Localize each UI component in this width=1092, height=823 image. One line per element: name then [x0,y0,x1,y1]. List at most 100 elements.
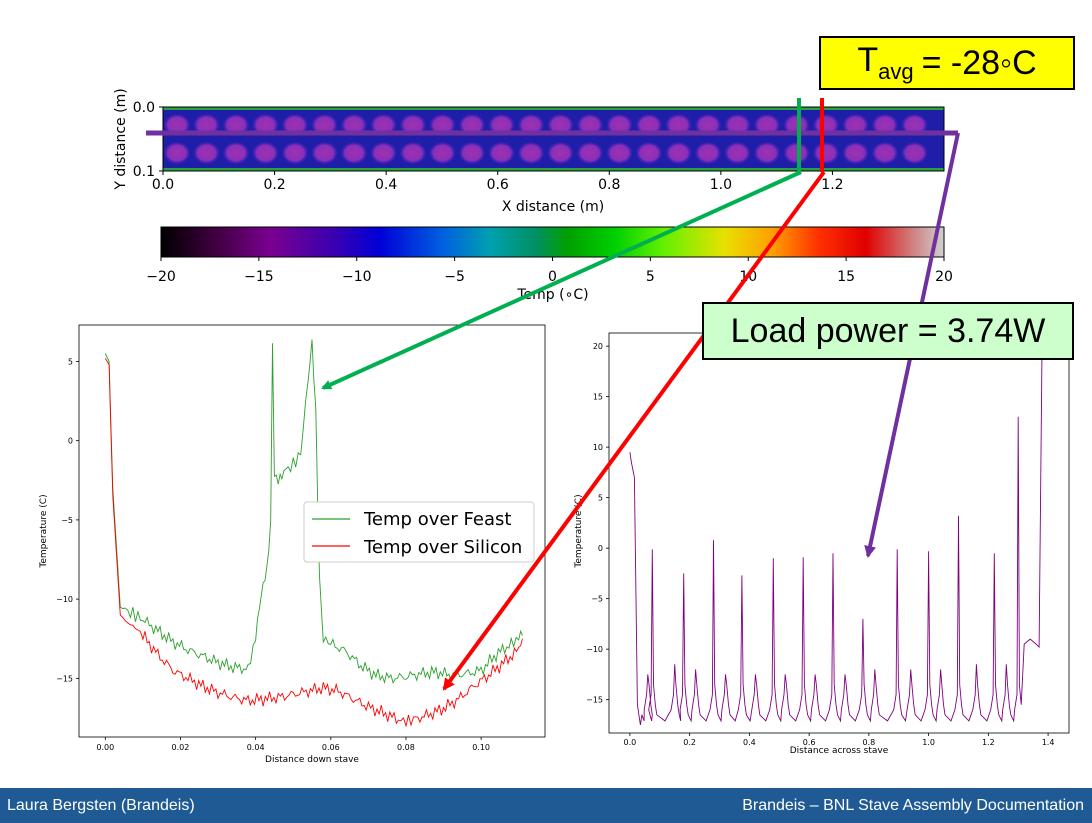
colorbar-gradient [160,226,945,258]
right-ytick-label: 0 [598,544,603,553]
right-ytick-label: −10 [586,645,603,654]
heatmap-hotspot [488,142,515,164]
heatmap-hotspot [577,142,603,164]
heatmap-ytick-label: 0.0 [133,100,155,116]
left-ytick-label: −5 [61,516,73,525]
heatmap-hotspot [872,142,898,164]
heatmap-hotspot [636,142,662,164]
footer-bar: Laura Bergsten (Brandeis) Brandeis – BNL… [0,788,1092,823]
heatmap-hotspot [518,142,544,164]
heatmap-ylabel: Y distance (m) [113,88,129,190]
tavg-subscript: avg [878,58,914,84]
figure-canvas: 0.0 0.2 0.4 0.6 0.8 1.0 1.2 0.00.1 X distance … [39,88,1070,765]
legend-box [303,501,535,563]
heatmap-hotspot [783,142,810,164]
heatmap-hotspot [341,142,367,164]
heatmap-xtick-label: 0.4 [375,177,397,193]
right-xtick-label: 0.0 [624,738,637,747]
legend-silicon-label: Temp over Silicon [363,537,522,558]
right-xtick-label: 0.6 [803,738,816,747]
left-xtick-label: 0.06 [322,743,340,752]
left-ylabel: Temperature (C) [39,494,49,568]
heatmap-ytick-label: 0.1 [133,164,155,180]
colorbar-tick-label: −5 [444,269,465,285]
left-xlabel: Distance down stave [265,755,359,765]
right-ytick-label: 20 [593,342,603,351]
across-stave-line [629,341,1043,725]
heatmap-hotspot [311,142,338,164]
heatmap-xtick-label: 0.8 [598,177,620,193]
average-temperature-callout: Tavg = -28◦C [819,36,1075,90]
colorbar-tick-label: 15 [837,269,855,285]
heatmap-xtick-label: 0.2 [263,177,285,193]
right-ytick-label: 5 [598,494,603,503]
left-xtick-label: 0.00 [96,743,114,752]
load-power-callout: Load power = 3.74W [702,302,1074,360]
heatmap-hotspot [370,142,397,164]
heatmap-hotspot [459,142,485,164]
left-xtick-label: 0.02 [172,743,190,752]
chart-distance-down-stave: 0.00 0.02 0.04 0.06 0.08 0.10 5 0 −5 −10 −15 Dista… [39,324,546,765]
right-ytick-label: −15 [586,696,603,705]
heatmap-hotspot [665,142,692,164]
green-arrow [321,170,802,390]
colorbar-tick-label: −15 [244,269,274,285]
heatmap-hotspot [547,142,574,164]
stave-heatmap: 0.0 0.2 0.4 0.6 0.8 1.0 1.2 0.00.1 X distance … [113,88,945,215]
heatmap-hotspot [282,142,308,164]
colorbar-tick-label: 20 [935,269,953,285]
legend-feast-label: Temp over Feast [363,509,511,530]
heatmap-hotspot [813,142,839,164]
colorbar: −20−15−10−505101520 Temp (∘C) [146,226,953,303]
heatmap-hotspot [429,142,456,164]
heatmap-hotspot [252,142,279,164]
heatmap-hotspot [695,142,721,164]
right-xtick-label: 0.8 [863,738,876,747]
heatmap-hotspot [901,142,928,164]
right-xtick-label: 1.2 [982,738,995,747]
footer-author: Laura Bergsten (Brandeis) [7,797,195,814]
heatmap-hotspot [754,142,780,164]
chart-distance-across-stave: 0.0 0.2 0.4 0.6 0.8 1.0 1.2 1.4 20 15 10 5 0 −5 −10 −15… [574,332,1070,756]
left-ytick-label: −15 [56,674,73,683]
right-ylabel: Temperature (C) [574,494,584,568]
right-ytick-label: 15 [593,393,603,402]
left-ytick-label: 0 [68,437,73,446]
heatmap-hotspot [606,142,633,164]
heatmap-hotspot [223,142,249,164]
heatmap-xlabel: X distance (m) [502,199,604,215]
colorbar-tick-label: −20 [146,269,176,285]
left-xtick-label: 0.08 [397,743,415,752]
heatmap-hotspot [164,142,190,164]
right-xtick-label: 1.0 [922,738,935,747]
right-ytick-label: 10 [593,443,603,452]
right-xtick-label: 0.2 [683,738,696,747]
heatmap-edge-top [163,107,944,110]
heatmap-xtick-label: 1.2 [821,177,843,193]
heatmap-hotspot [842,142,869,164]
right-xtick-label: 0.4 [743,738,756,747]
left-ytick-label: −10 [56,595,73,604]
tavg-symbol: T [857,41,879,80]
heatmap-hotspot [400,142,426,164]
colorbar-tick-label: −10 [342,269,372,285]
silicon-line [104,358,523,728]
colorbar-tick-label: 0 [548,269,557,285]
right-xlabel: Distance across stave [790,746,889,756]
heatmap-xtick-label: 1.0 [710,177,732,193]
tavg-value: = -28◦C [921,43,1037,82]
heatmap-xtick-label: 0.0 [152,177,174,193]
right-xtick-label: 1.4 [1042,738,1055,747]
heatmap-frame [162,106,945,172]
footer-title: Brandeis – BNL Stave Assembly Documentat… [742,797,1084,814]
colorbar-tick-label: 5 [646,269,655,285]
right-ytick-label: −5 [591,595,603,604]
heatmap-hotspot [724,142,751,164]
annotation-overlays [146,98,960,691]
left-xtick-label: 0.10 [472,743,490,752]
heatmap-xtick-label: 0.6 [487,177,509,193]
red-arrow [442,170,826,691]
heatmap-hotspot [193,142,220,164]
heatmap-edge-bottom [163,168,944,171]
left-ytick-label: 5 [68,357,73,366]
